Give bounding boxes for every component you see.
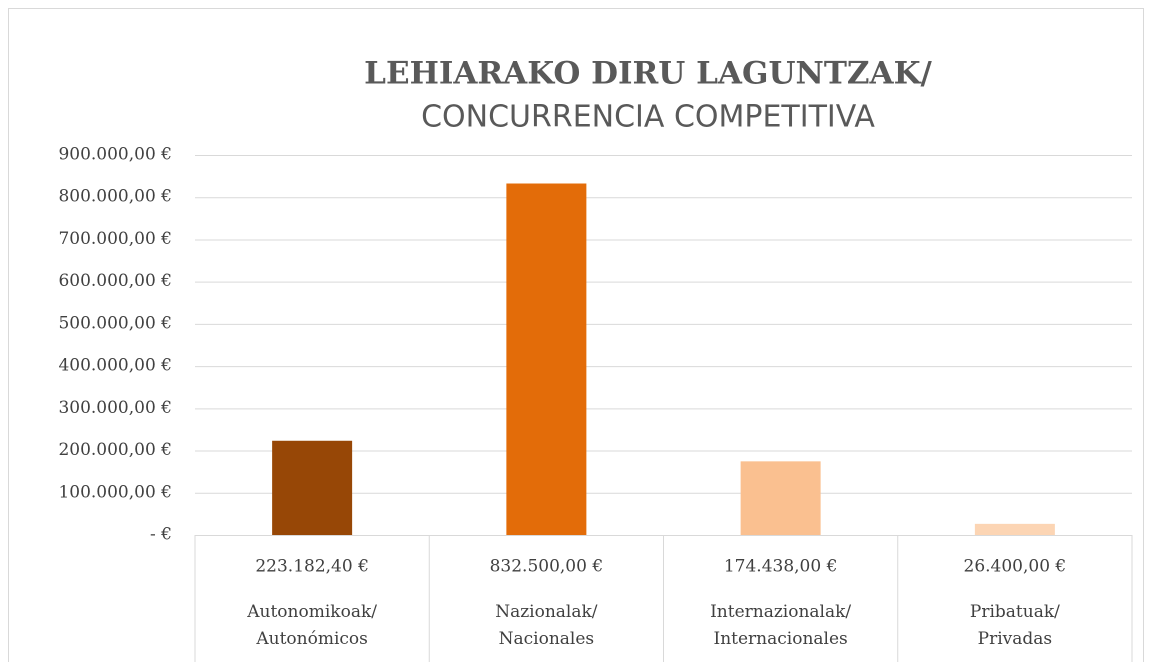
y-tick-label: - € — [150, 525, 172, 545]
y-tick-label: 100.000,00 € — [58, 482, 172, 502]
y-tick-label: 400.000,00 € — [58, 356, 172, 376]
value-label: 26.400,00 € — [964, 557, 1067, 577]
x-tick-label: Nazionalak/Nacionales — [495, 602, 598, 649]
y-tick-label: 300.000,00 € — [58, 398, 172, 418]
chart-frame — [8, 8, 1144, 662]
bar — [740, 461, 821, 535]
chart-title: LEHIARAKO DIRU LAGUNTZAK/ — [364, 56, 932, 92]
y-tick-label: 500.000,00 € — [58, 313, 172, 333]
x-tick-label: Pribatuak/Privadas — [970, 602, 1060, 649]
y-tick-label: 800.000,00 € — [58, 187, 172, 207]
value-label: 174.438,00 € — [724, 557, 838, 577]
x-tick-label: Autonomikoak/Autonómicos — [246, 602, 377, 649]
bar — [974, 523, 1055, 535]
y-tick-label: 200.000,00 € — [58, 440, 172, 460]
y-tick-label: 900.000,00 € — [58, 145, 172, 165]
value-label: 832.500,00 € — [490, 557, 604, 577]
bar — [272, 440, 353, 535]
value-label: 223.182,40 € — [255, 557, 369, 577]
x-tick-label: Internazionalak/Internacionales — [710, 602, 851, 649]
y-tick-label: 700.000,00 € — [58, 229, 172, 249]
chart-subtitle: CONCURRENCIA COMPETITIVA — [421, 100, 875, 135]
bar — [506, 183, 587, 535]
y-tick-label: 600.000,00 € — [58, 271, 172, 291]
